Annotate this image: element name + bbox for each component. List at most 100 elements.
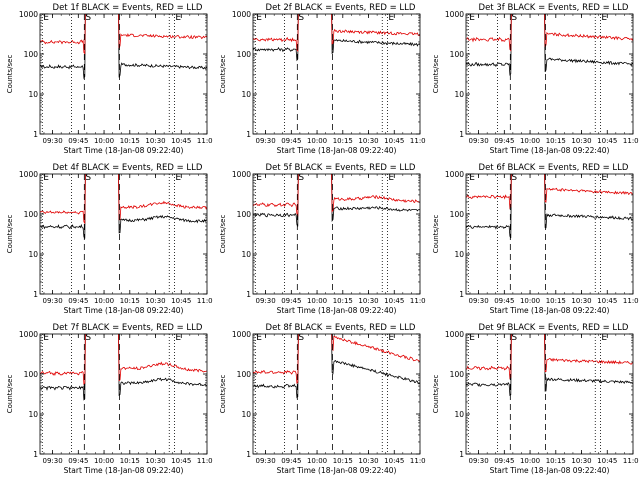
x-tick-label: 10:00 [94, 457, 114, 465]
y-tick-label: 10 [454, 90, 464, 99]
marker-label: E [388, 173, 394, 183]
x-tick-label: 10:30 [145, 137, 165, 145]
series-line-events [253, 334, 420, 399]
x-tick-label: 10:00 [307, 457, 327, 465]
plot-frame [39, 13, 208, 135]
x-axis-label: Start Time (18-Jan-08 09:22:40) [64, 466, 184, 475]
x-tick-label: 09:45 [494, 457, 514, 465]
x-tick-label: 10:15 [120, 297, 140, 305]
x-tick-label: 11:00 [410, 297, 426, 305]
x-tick-label: 10:30 [358, 137, 378, 145]
series-line-events [466, 334, 633, 397]
marker-label: E [388, 13, 394, 23]
y-tick-label: 1000 [232, 170, 251, 179]
y-tick-label: 1000 [19, 170, 38, 179]
y-tick-label: 10 [28, 250, 38, 259]
y-tick-label: 1000 [19, 10, 38, 19]
x-tick-label: 10:15 [546, 457, 566, 465]
y-tick-label: 100 [24, 50, 39, 59]
marker-label: E [469, 13, 475, 23]
y-tick-label: 100 [24, 370, 39, 379]
x-axis-label: Start Time (18-Jan-08 09:22:40) [490, 306, 610, 315]
x-tick-label: 10:45 [171, 297, 191, 305]
marker-label: E [175, 333, 181, 343]
x-tick-label: 10:45 [597, 137, 617, 145]
y-tick-label: 100 [237, 370, 252, 379]
series-line-lld [466, 14, 633, 52]
chart-title: Det 1f BLACK = Events, RED = LLD [53, 3, 203, 13]
x-tick-label: 09:30 [255, 297, 275, 305]
x-tick-label: 09:45 [281, 457, 301, 465]
chart-title: Det 3f BLACK = Events, RED = LLD [479, 3, 629, 13]
x-axis-label: Start Time (18-Jan-08 09:22:40) [64, 146, 184, 155]
marker-label: S [298, 173, 304, 183]
marker-label: E [601, 333, 607, 343]
chart-title: Det 5f BLACK = Events, RED = LLD [266, 163, 416, 173]
x-tick-label: 10:00 [520, 297, 540, 305]
y-tick-label: 1000 [445, 170, 464, 179]
x-tick-label: 10:00 [520, 457, 540, 465]
marker-label: S [298, 333, 304, 343]
x-tick-label: 10:30 [358, 297, 378, 305]
series-line-events [40, 334, 207, 401]
x-tick-label: 10:30 [145, 297, 165, 305]
x-tick-label: 11:00 [410, 137, 426, 145]
x-tick-label: 11:00 [623, 297, 639, 305]
x-axis-label: Start Time (18-Jan-08 09:22:40) [277, 146, 397, 155]
y-tick-label: 1 [33, 450, 38, 459]
x-tick-label: 10:15 [333, 457, 353, 465]
y-tick-label: 100 [450, 50, 465, 59]
y-tick-label: 1000 [445, 330, 464, 339]
x-tick-label: 10:15 [120, 137, 140, 145]
series-line-events [253, 14, 420, 62]
marker-label: E [256, 333, 262, 343]
y-tick-label: 100 [450, 370, 465, 379]
x-tick-label: 10:15 [546, 297, 566, 305]
x-tick-label: 10:30 [358, 457, 378, 465]
plot-frame [465, 173, 634, 295]
x-tick-label: 10:15 [333, 137, 353, 145]
marker-label: S [85, 13, 91, 23]
x-tick-label: 09:30 [42, 457, 62, 465]
series-line-lld [253, 14, 420, 53]
marker-label: S [298, 13, 304, 23]
y-axis-label: Counts/sec [6, 375, 14, 414]
chart-title: Det 7f BLACK = Events, RED = LLD [53, 323, 203, 333]
x-tick-label: 10:45 [384, 457, 404, 465]
chart-title: Det 4f BLACK = Events, RED = LLD [53, 163, 203, 173]
x-tick-label: 10:15 [333, 297, 353, 305]
marker-label: S [511, 333, 517, 343]
plot-frame [252, 173, 421, 295]
x-axis-label: Start Time (18-Jan-08 09:22:40) [277, 306, 397, 315]
y-tick-label: 1 [459, 290, 464, 299]
y-tick-label: 10 [454, 410, 464, 419]
x-tick-label: 10:00 [94, 297, 114, 305]
series-line-events [40, 14, 207, 80]
y-tick-label: 1 [33, 290, 38, 299]
x-tick-label: 10:45 [171, 457, 191, 465]
x-tick-label: 10:00 [94, 137, 114, 145]
x-tick-label: 11:00 [410, 457, 426, 465]
series-line-lld [466, 174, 633, 210]
y-axis-label: Counts/sec [219, 55, 227, 94]
x-tick-label: 09:30 [468, 137, 488, 145]
marker-label: E [601, 173, 607, 183]
marker-label: E [388, 333, 394, 343]
x-tick-label: 09:30 [255, 137, 275, 145]
y-tick-label: 1000 [445, 10, 464, 19]
y-axis-label: Counts/sec [432, 375, 440, 414]
plot-frame [39, 173, 208, 295]
x-tick-label: 11:00 [197, 137, 213, 145]
x-tick-label: 10:30 [571, 457, 591, 465]
x-tick-label: 11:00 [623, 457, 639, 465]
x-tick-label: 11:00 [197, 297, 213, 305]
x-tick-label: 10:15 [120, 457, 140, 465]
y-tick-label: 1 [246, 130, 251, 139]
y-tick-label: 100 [237, 50, 252, 59]
x-tick-label: 09:30 [255, 457, 275, 465]
marker-label: S [85, 173, 91, 183]
